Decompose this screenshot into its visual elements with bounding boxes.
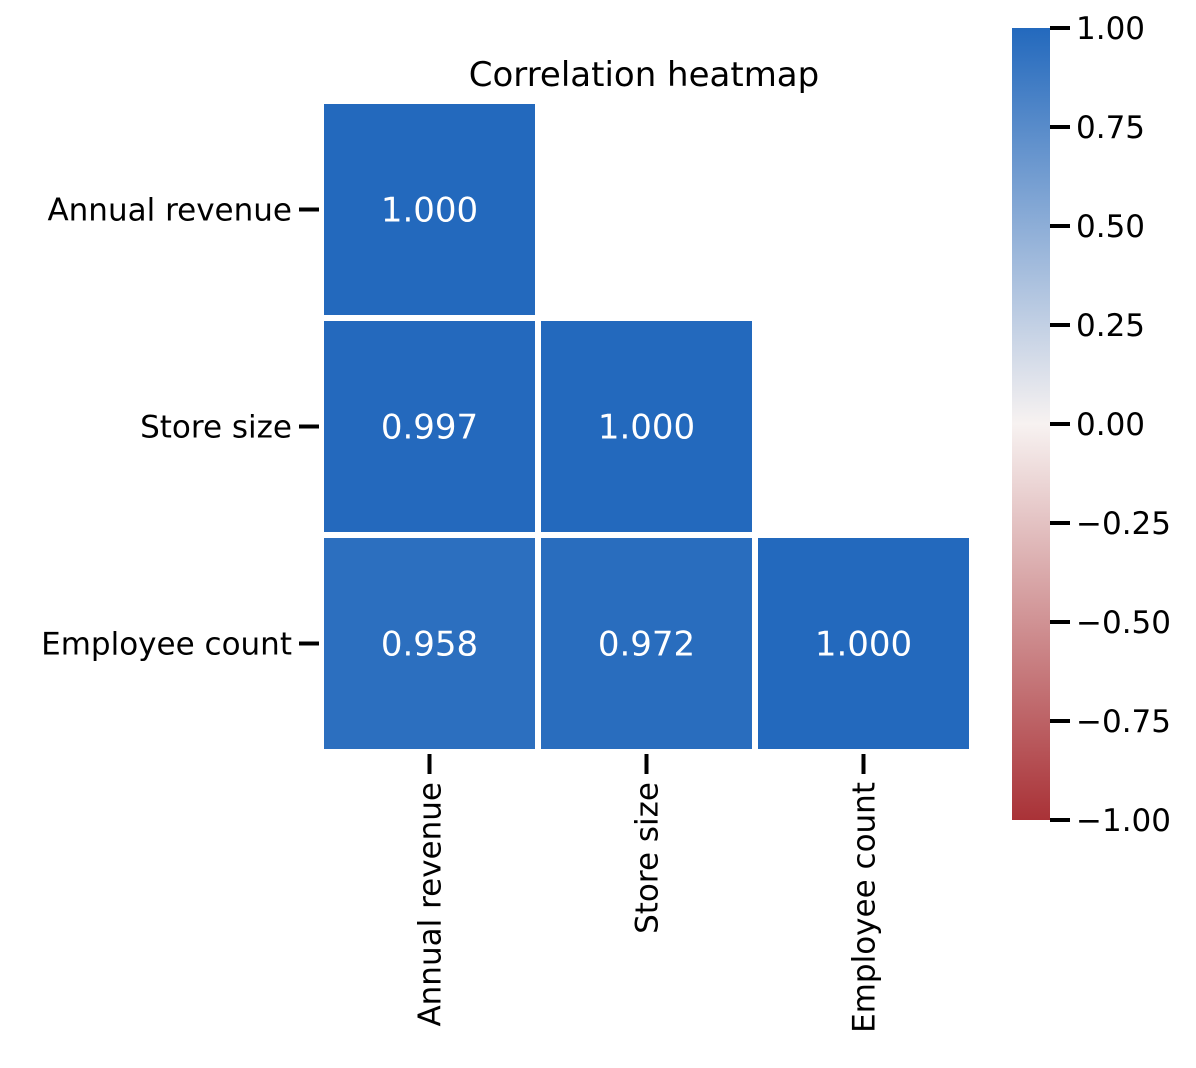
heatmap-cell [758, 538, 969, 749]
colorbar-tick-label: −0.25 [1076, 506, 1171, 542]
heatmap-cell [541, 321, 752, 532]
row-tick-label: Annual revenue [47, 193, 292, 229]
column-tick-labels: Annual revenue Store size Employee count [413, 754, 883, 1033]
column-tick-label: Annual revenue [413, 782, 449, 1027]
heatmap-cell [541, 538, 752, 749]
colorbar-tick-label: 0.25 [1076, 308, 1145, 344]
colorbar-tick-label: −0.75 [1076, 704, 1171, 740]
heatmap-cells: 1.000 0.997 1.000 0.958 0.972 1.000 [324, 104, 969, 749]
row-tick-labels: Annual revenue Store size Employee count [41, 193, 319, 663]
colorbar-tick-label: 0.00 [1076, 407, 1145, 443]
column-tick-label: Employee count [847, 782, 883, 1033]
heatmap-cell [324, 104, 535, 315]
cell-value-label: 1.000 [815, 625, 912, 665]
colorbar-ticks: 1.00 0.75 0.50 0.25 0.00 −0.25 −0.50 −0.75 −1.00 [1050, 11, 1171, 839]
colorbar: 1.00 0.75 0.50 0.25 0.00 −0.25 −0.50 −0.75 −1.00 [1012, 11, 1171, 839]
heatmap-cell [324, 538, 535, 749]
cell-value-label: 0.958 [381, 625, 478, 665]
column-tick-label: Store size [630, 782, 666, 934]
colorbar-tick-label: 0.50 [1076, 209, 1145, 245]
heatmap-cell [324, 321, 535, 532]
chart-title: Correlation heatmap [469, 55, 819, 95]
cell-value-label: 1.000 [381, 191, 478, 231]
row-tick-label: Store size [140, 410, 292, 446]
cell-value-label: 1.000 [598, 408, 695, 448]
colorbar-gradient [1012, 28, 1050, 820]
colorbar-tick-label: 1.00 [1076, 11, 1145, 47]
colorbar-tick-label: −1.00 [1076, 803, 1171, 839]
colorbar-tick-label: −0.50 [1076, 605, 1171, 641]
cell-value-label: 0.997 [381, 408, 478, 448]
row-tick-label: Employee count [41, 627, 292, 663]
colorbar-tick-label: 0.75 [1076, 110, 1145, 146]
cell-value-label: 0.972 [598, 625, 695, 665]
